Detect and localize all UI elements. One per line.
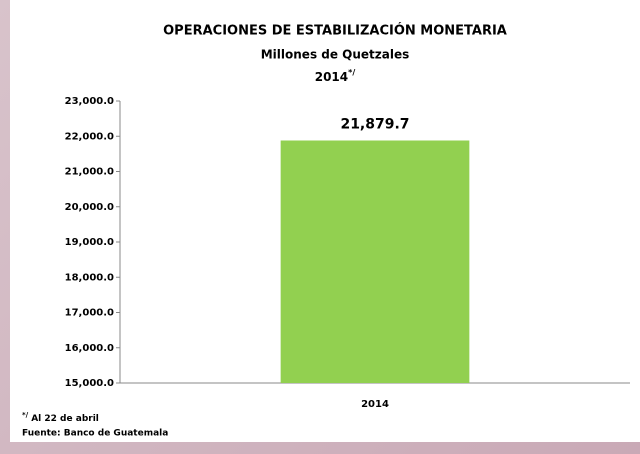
period-mark: */ xyxy=(348,68,355,77)
y-tick-label: 15,000.0 xyxy=(65,378,114,389)
period: 2014 xyxy=(315,70,348,84)
bar xyxy=(280,140,470,383)
y-tick-label: 18,000.0 xyxy=(65,272,114,283)
y-tick-label: 23,000.0 xyxy=(65,96,114,107)
y-tick-label: 22,000.0 xyxy=(65,131,114,142)
chart-subtitle: Millones de Quetzales xyxy=(261,48,410,62)
x-tick-label: 2014 xyxy=(361,399,389,410)
y-tick-label: 21,000.0 xyxy=(65,167,114,178)
y-tick-label: 16,000.0 xyxy=(65,343,114,354)
value-label: 21,879.7 xyxy=(340,116,409,132)
note: Al 22 de abril xyxy=(31,414,99,424)
chart-title: OPERACIONES DE ESTABILIZACIÓN MONETARIA xyxy=(163,23,507,39)
footnote: */Al 22 de abril xyxy=(22,411,99,424)
y-tick-label: 20,000.0 xyxy=(65,202,114,213)
y-tick-label: 19,000.0 xyxy=(65,237,114,248)
note-mark: */ xyxy=(22,411,29,419)
y-tick-label: 17,000.0 xyxy=(65,308,114,319)
chart-period: 2014*/ xyxy=(315,68,356,84)
source: Fuente: Banco de Guatemala xyxy=(22,429,168,439)
